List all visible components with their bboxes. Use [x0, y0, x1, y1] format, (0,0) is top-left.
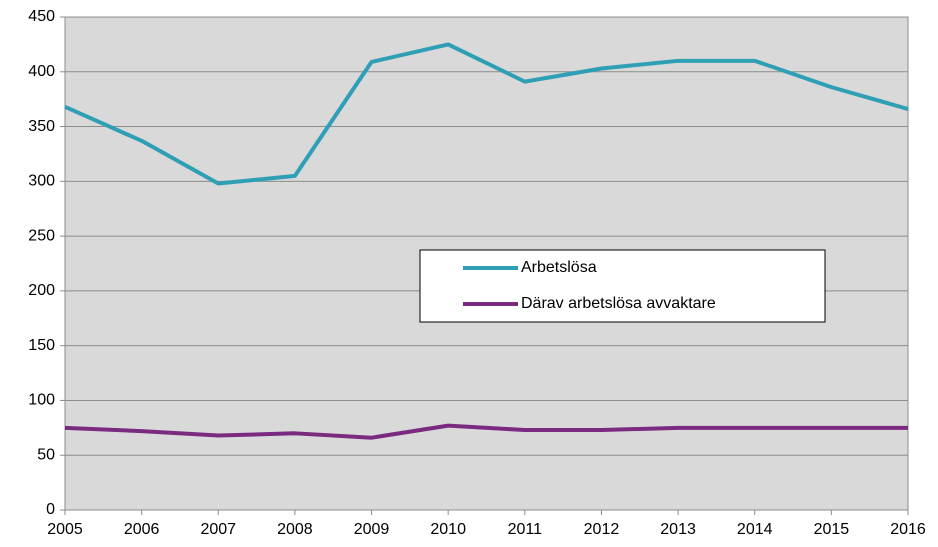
legend-label: Därav arbetslösa avvaktare — [521, 295, 716, 312]
y-tick-label: 150 — [28, 337, 55, 354]
x-tick-label: 2010 — [430, 521, 466, 538]
y-tick-label: 350 — [28, 118, 55, 135]
x-tick-label: 2008 — [277, 521, 313, 538]
series-line — [64, 42, 909, 186]
x-tick-label: 2007 — [200, 521, 236, 538]
y-tick-label: 200 — [28, 282, 55, 299]
y-tick-label: 400 — [28, 63, 55, 80]
x-tick-label: 2011 — [508, 521, 543, 538]
y-tick-label: 100 — [28, 392, 55, 409]
x-tick-label: 2015 — [814, 521, 850, 538]
x-tick-label: 2005 — [47, 521, 83, 538]
legend-box — [419, 249, 826, 323]
y-tick-label: 250 — [28, 227, 55, 244]
y-tick-label: 50 — [37, 446, 55, 463]
y-tick-label: 0 — [46, 501, 55, 518]
x-tick-label: 2006 — [124, 521, 160, 538]
legend-label: Arbetslösa — [521, 259, 597, 276]
x-tick-label: 2016 — [890, 521, 926, 538]
y-tick-label: 300 — [28, 173, 55, 190]
x-tick-label: 2013 — [660, 521, 696, 538]
x-tick-label: 2012 — [584, 521, 620, 538]
x-tick-label: 2014 — [737, 521, 773, 538]
series-line — [64, 423, 908, 440]
y-tick-label: 450 — [28, 8, 55, 25]
x-tick-label: 2009 — [354, 521, 390, 538]
